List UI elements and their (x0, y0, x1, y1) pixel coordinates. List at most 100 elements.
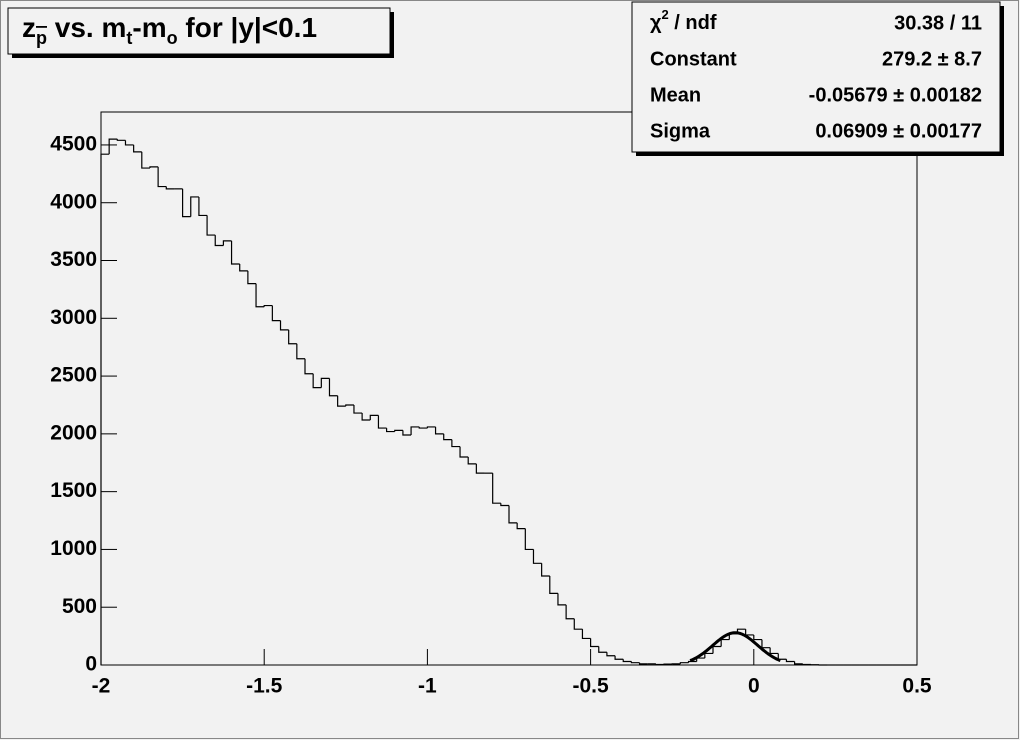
histogram-bin (157, 166, 167, 188)
histogram-bin (361, 413, 371, 421)
x-tick-label: -1 (418, 675, 437, 698)
histogram-bin (141, 151, 150, 169)
histogram-bin (230, 240, 240, 265)
histogram-bin (802, 663, 811, 666)
histogram-bin (320, 377, 330, 388)
title-part: p (36, 28, 47, 48)
histogram-bin (606, 652, 616, 657)
histogram-bin (451, 439, 461, 448)
histogram-bin (573, 618, 583, 630)
x-tick-label: -1.5 (246, 675, 283, 698)
histogram-bin (345, 404, 354, 407)
histogram-bin (549, 576, 558, 594)
histogram-bin (630, 661, 640, 664)
histogram-bin (516, 522, 526, 530)
histogram-bin (475, 463, 485, 474)
histogram-bin (434, 426, 444, 435)
title-box (7, 7, 391, 55)
histogram-bin (353, 404, 363, 414)
histogram-bin (271, 305, 281, 322)
title-part: z (22, 12, 36, 43)
y-tick-label: 3000 (50, 306, 97, 329)
histogram-bin (500, 503, 509, 507)
histogram-bin (524, 528, 534, 551)
y-tick-label: 4000 (50, 190, 97, 213)
histogram-bin (116, 139, 126, 141)
histogram-bin (100, 153, 110, 665)
fit-curve (689, 631, 781, 663)
histogram-bin (296, 343, 305, 360)
histogram-bin (508, 505, 518, 524)
x-tick-label: -0.5 (573, 675, 610, 698)
histogram-bin (418, 426, 428, 429)
histogram-bin (581, 629, 591, 640)
y-tick-label: 0 (85, 653, 97, 676)
histogram-bin (402, 430, 412, 436)
stats-name-part: 2 (662, 7, 669, 22)
histogram-bin (443, 433, 452, 441)
histogram-bin (386, 428, 395, 433)
histogram-bin (124, 140, 134, 146)
histogram-bin (328, 378, 338, 397)
histogram-bin (165, 186, 175, 190)
histogram-bin (467, 456, 477, 465)
stats-value: 0.06909 ± 0.00177 (815, 120, 982, 142)
histogram-bin (214, 235, 224, 247)
histogram-bin (288, 329, 297, 345)
histogram-bin (459, 446, 469, 458)
histogram-bin (785, 659, 795, 663)
histogram-bin (794, 661, 803, 665)
x-tick-label: 0 (748, 675, 760, 698)
histogram-bin (149, 166, 159, 169)
y-tick-label: 2500 (50, 364, 97, 387)
stats-name: Mean (650, 84, 701, 106)
histogram-bin (239, 263, 248, 272)
histogram-bin (337, 395, 346, 407)
x-tick-label: -2 (92, 675, 111, 698)
stats-value: 279.2 ± 8.7 (882, 48, 982, 70)
histogram-bin (679, 662, 689, 664)
histogram-bin (108, 138, 118, 155)
histogram-bin (182, 188, 191, 218)
stats-name-part: χ (650, 12, 662, 34)
histogram-bin (369, 414, 379, 420)
stats-value: -0.05679 ± 0.00182 (809, 84, 982, 106)
histogram-bin (655, 663, 665, 666)
y-tick-label: 1500 (50, 479, 97, 502)
histogram-bin (622, 659, 632, 663)
y-tick-label: 3500 (50, 248, 97, 271)
histogram-bin (565, 604, 575, 620)
y-tick-label: 2000 (50, 421, 97, 444)
histogram-bin (687, 660, 697, 663)
title-part: t (126, 28, 132, 48)
title-part: -m (132, 12, 166, 43)
histogram-bin (377, 415, 387, 429)
stats-box (631, 1, 1001, 153)
stats-name: Sigma (650, 120, 711, 142)
histogram-bin (312, 373, 322, 389)
histogram-bin (279, 320, 289, 331)
histogram-bin (255, 283, 265, 308)
stats-name-part: / ndf (669, 12, 717, 34)
histogram-bin (426, 426, 436, 429)
x-tick-label: 0.5 (902, 675, 932, 698)
stats-rows: Constant 279.2 ± 8.7 Mean -0.05679 ± 0.0018… (650, 48, 982, 142)
histogram-bin (541, 563, 550, 577)
histogram-bin (557, 593, 567, 606)
histogram-bin (222, 240, 232, 246)
histogram-bin (598, 646, 607, 653)
stats-name: χ2 / ndf (650, 7, 717, 34)
histogram-bin (410, 426, 420, 436)
y-tick-label: 4500 (50, 132, 97, 155)
histogram-bin (492, 473, 501, 504)
histogram-bin (190, 196, 199, 217)
y-tick-label: 500 (62, 595, 97, 618)
stats-name: Constant (650, 48, 737, 70)
histogram-bin (198, 196, 208, 217)
histogram-bin (532, 549, 542, 564)
histogram-bin (263, 304, 273, 307)
stats-value: 30.38 / 11 (894, 12, 982, 34)
histogram-bin (304, 358, 314, 375)
histogram-bin (394, 429, 403, 432)
y-tick-label: 1000 (50, 537, 97, 560)
